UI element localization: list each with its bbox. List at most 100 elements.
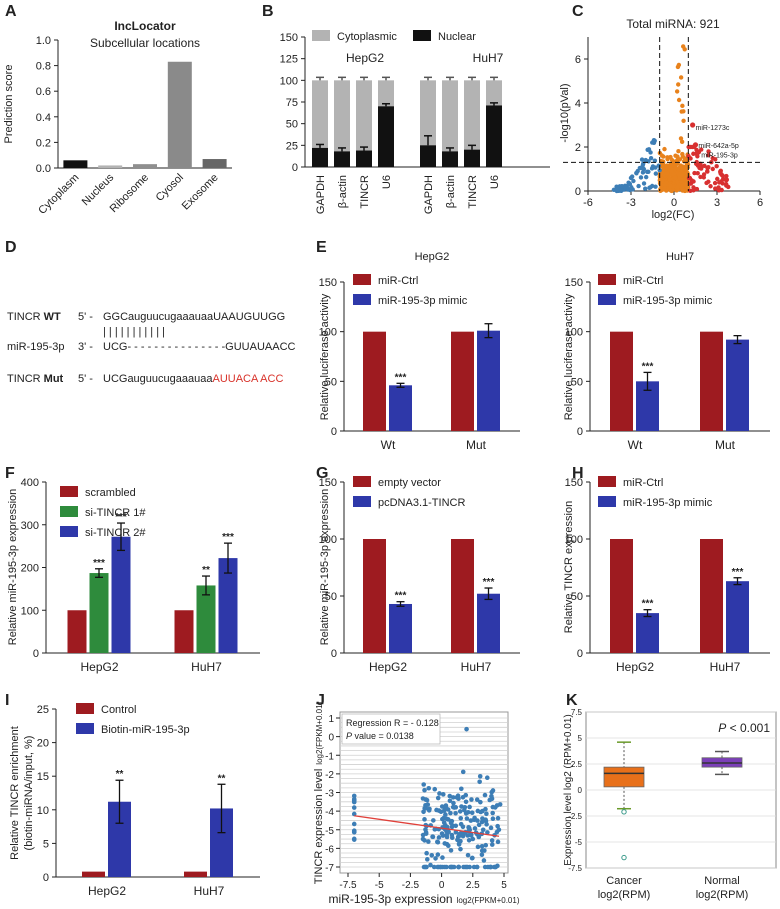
y-axis-title: Relative luciferase activity bbox=[319, 293, 331, 420]
y-tick-label: 0 bbox=[328, 733, 334, 744]
point-nonsig bbox=[668, 183, 673, 188]
point bbox=[437, 791, 442, 796]
point bbox=[433, 856, 438, 861]
y-axis-title: Relative luciferase activity bbox=[563, 293, 575, 420]
point bbox=[461, 831, 466, 837]
point-up bbox=[724, 173, 729, 179]
point bbox=[441, 820, 447, 825]
panel-j-chart: 10-1-2-3-4-5-6-7-7.5 -5 -2.5 0 2.5 5miR-195-3… bbox=[313, 701, 520, 906]
bar bbox=[636, 381, 659, 431]
y-tick-label: -4 bbox=[325, 807, 334, 818]
y-tick-label: 100 bbox=[319, 534, 337, 546]
x-tick-label: -2.5 bbox=[402, 880, 420, 891]
bar-cytoplasmic bbox=[442, 80, 458, 167]
y-axis-title-unit: log2(FPKM+0.01) bbox=[315, 701, 324, 764]
x-tick-sublabel: log2(RPM) bbox=[598, 889, 651, 901]
point-nonsig bbox=[674, 89, 680, 94]
bar bbox=[174, 610, 194, 653]
panel-label-d: D bbox=[5, 239, 17, 256]
y-tick-label: 4 bbox=[575, 98, 581, 110]
bar bbox=[726, 339, 749, 431]
y-tick-label: 150 bbox=[319, 477, 337, 489]
point bbox=[434, 807, 439, 813]
point-down bbox=[657, 168, 662, 173]
y-tick-label: 0 bbox=[578, 786, 583, 795]
box bbox=[603, 766, 645, 788]
point bbox=[424, 797, 430, 803]
y-tick-label: 50 bbox=[571, 376, 583, 388]
x-tick-label: 2.5 bbox=[466, 880, 480, 891]
point bbox=[449, 832, 455, 838]
p-value: P < 0.001 bbox=[718, 721, 770, 735]
y-tick-label: -3 bbox=[325, 789, 334, 800]
point-nonsig bbox=[661, 168, 667, 174]
point bbox=[489, 793, 494, 799]
panel-label-f: F bbox=[5, 465, 15, 482]
x-tick-label: TINCR bbox=[359, 175, 371, 209]
bar bbox=[726, 581, 749, 653]
point-up bbox=[717, 180, 722, 185]
panel-label-c: C bbox=[572, 3, 584, 20]
x-tick-label: HuH7 bbox=[710, 660, 741, 674]
point bbox=[435, 839, 440, 845]
y-tick-label: 100 bbox=[280, 75, 298, 87]
significance-label: *** bbox=[483, 577, 495, 588]
x-axis-title-main: miR-195-3p expression bbox=[329, 892, 453, 906]
p-value-label: P bbox=[718, 721, 726, 735]
point-nonsig bbox=[662, 182, 668, 187]
regression-line bbox=[354, 815, 500, 837]
annotation-label: miR-1273c bbox=[696, 125, 730, 132]
point bbox=[451, 800, 456, 806]
x-tick-label: HuH7 bbox=[461, 660, 492, 674]
legend-label: miR-195-3p mimic bbox=[623, 295, 713, 307]
point-up bbox=[724, 178, 729, 183]
legend-label: pcDNA3.1-TINCR bbox=[378, 497, 465, 509]
point bbox=[351, 829, 357, 835]
point-nonsig bbox=[676, 149, 681, 154]
point-nonsig bbox=[676, 62, 682, 68]
bar bbox=[451, 539, 474, 653]
panel-i-chart: 0 5 10 15 20 25 Relative TINCR enrichment (biot… bbox=[9, 703, 260, 898]
x-tick-label: -7.5 bbox=[339, 880, 357, 891]
point bbox=[438, 864, 444, 870]
bar bbox=[67, 610, 87, 653]
bar bbox=[98, 165, 123, 168]
panel-d-sequences: TINCR WT 5' - GGCauguucugaaauaaUAAUGUUGG… bbox=[7, 311, 296, 385]
panel-label-e: E bbox=[316, 239, 327, 256]
point bbox=[465, 852, 471, 858]
point-nonsig bbox=[667, 176, 673, 182]
legend-swatch bbox=[60, 526, 78, 537]
point-down bbox=[628, 175, 634, 181]
bar bbox=[196, 585, 216, 653]
point bbox=[454, 795, 460, 800]
point-nonsig bbox=[681, 177, 686, 182]
point bbox=[424, 850, 429, 856]
y-tick-label: 0.8 bbox=[36, 61, 51, 73]
bar-nuclear bbox=[442, 151, 458, 167]
point bbox=[449, 864, 454, 870]
bar-cytoplasmic bbox=[334, 80, 350, 167]
point bbox=[495, 815, 501, 821]
point bbox=[425, 802, 431, 807]
tincr-wt-row: TINCR WT bbox=[7, 311, 61, 323]
point bbox=[423, 805, 429, 811]
point bbox=[469, 810, 475, 815]
point bbox=[463, 799, 469, 805]
x-tick-label: Wt bbox=[381, 438, 396, 452]
y-tick-label: -7 bbox=[325, 863, 334, 874]
y-tick-label: 0.6 bbox=[36, 86, 51, 98]
x-tick-label: 6 bbox=[757, 197, 763, 209]
y-axis-title: Relative TINCR enrichment bbox=[9, 726, 21, 860]
pairing-lines: | | | | | | | | | | | bbox=[103, 326, 165, 338]
point-down bbox=[650, 183, 655, 189]
panel-e2-chart: 0 50 100 150 HuH7 Relative luciferase activit… bbox=[563, 251, 770, 452]
significance-label: ** bbox=[116, 769, 124, 780]
x-tick-label: GAPDH bbox=[315, 175, 327, 214]
y-tick-label: 100 bbox=[319, 327, 337, 339]
x-axis-title: log2(FC) bbox=[652, 209, 695, 221]
point bbox=[480, 827, 486, 833]
mir-3prime: 3' - bbox=[78, 341, 93, 353]
point bbox=[481, 858, 487, 863]
y-axis-title: -log10(pVal) bbox=[559, 83, 571, 142]
